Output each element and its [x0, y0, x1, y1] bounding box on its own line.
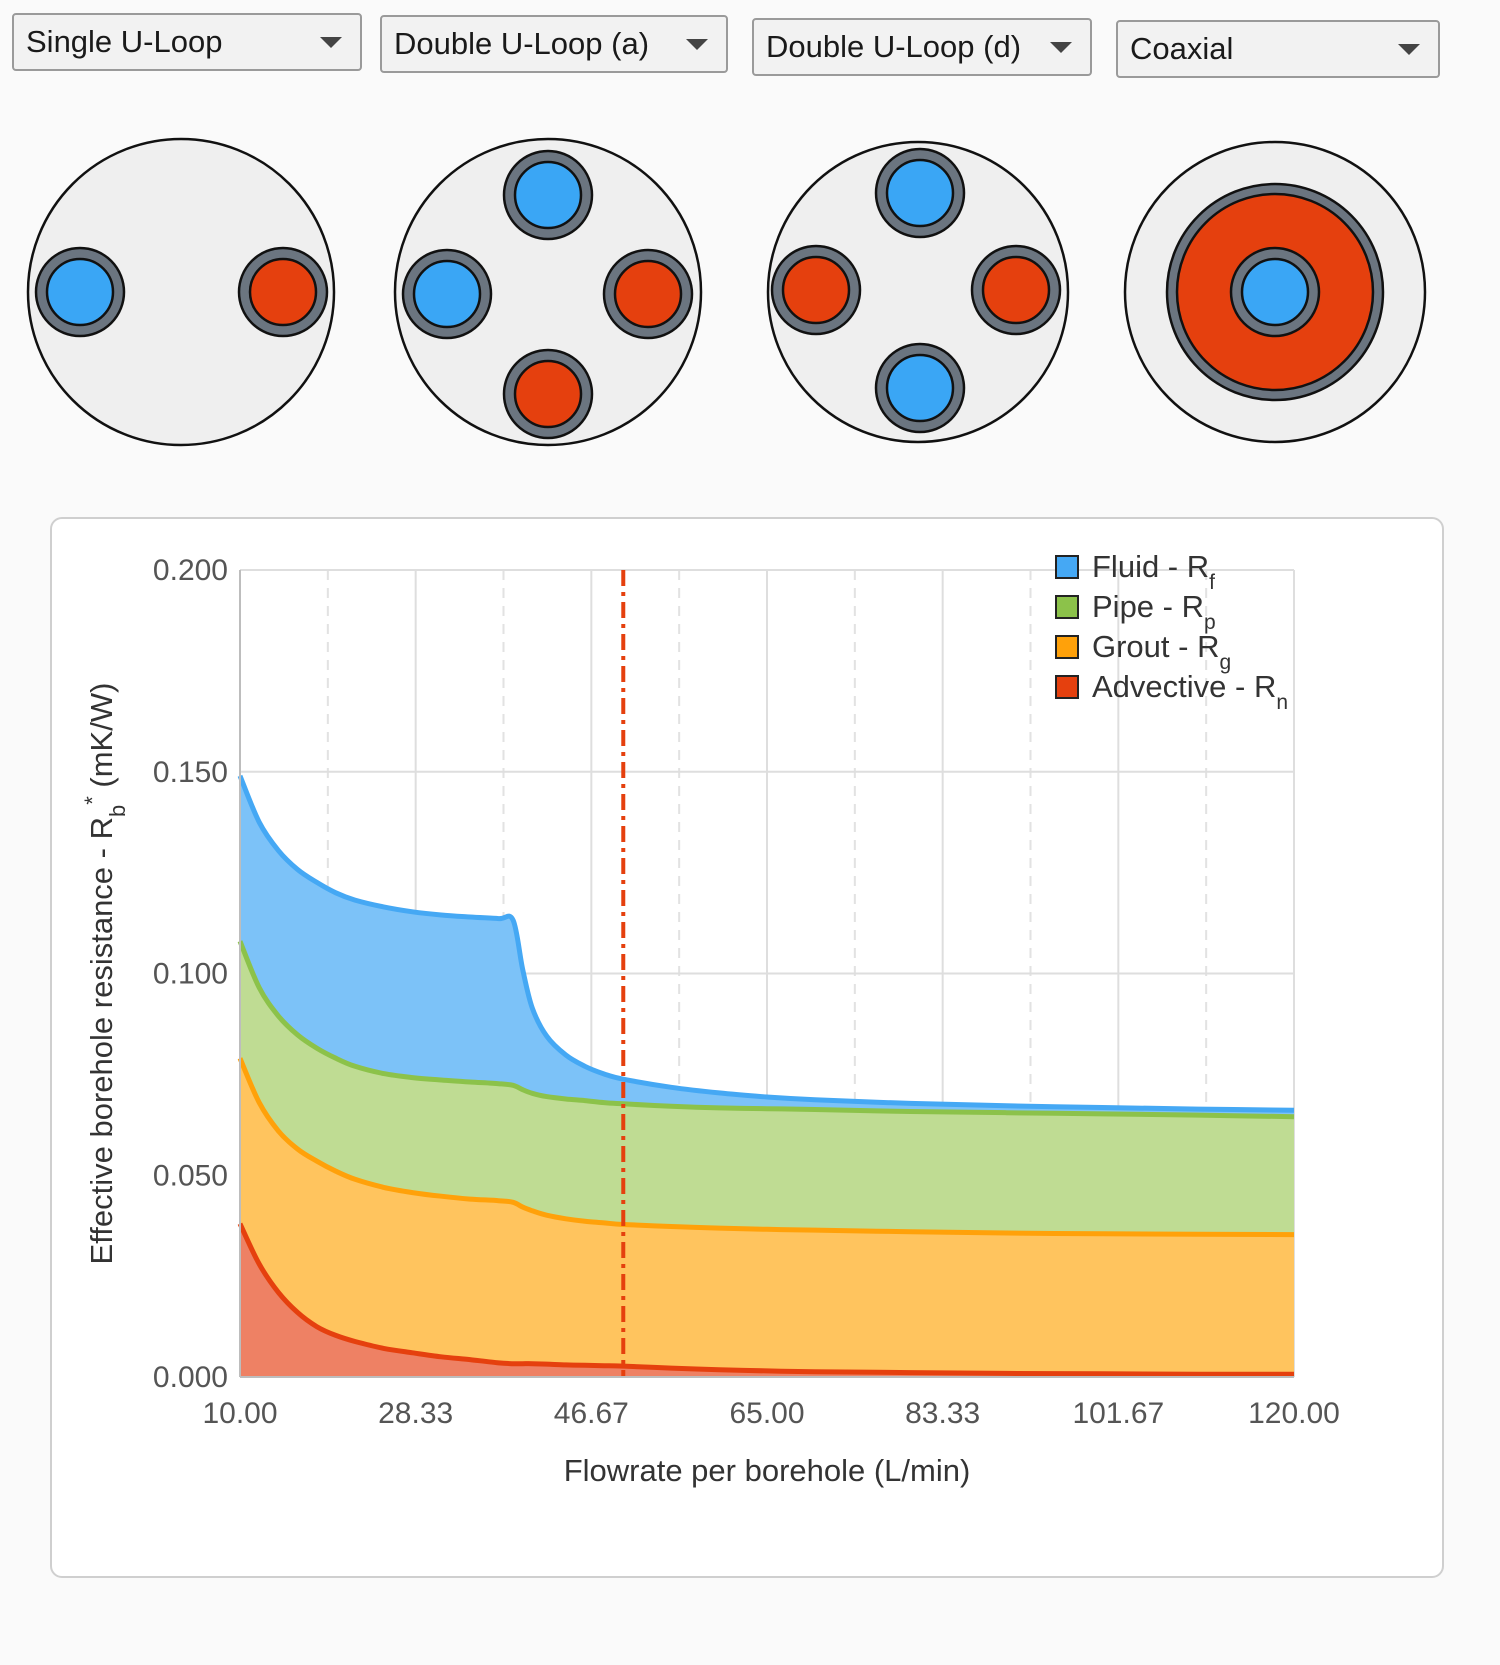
y-axis-title-part: (mK/W)	[84, 683, 119, 797]
x-tick-label: 101.67	[1072, 1397, 1164, 1430]
area-grout	[240, 1058, 1294, 1377]
cold-fluid	[513, 160, 583, 230]
x-axis-title: Flowrate per borehole (L/min)	[564, 1453, 971, 1488]
dropdown-2-value: Double U-Loop (a)	[394, 26, 650, 61]
y-tick-label: 0.050	[153, 1159, 228, 1192]
cold-fluid	[885, 353, 955, 423]
line-pipe	[237, 940, 1295, 1120]
y-tick-label: 0.200	[153, 554, 228, 587]
axes: 0.000 0.050 0.100 0.150 0.200 10.00 28.33 46.67…	[153, 554, 1340, 1430]
hot-fluid	[248, 257, 318, 327]
hot-fluid	[781, 255, 851, 325]
borehole-circle	[26, 137, 336, 447]
borehole-circle	[766, 140, 1070, 444]
series-lines	[237, 774, 1295, 1377]
line-grout	[237, 1057, 1295, 1238]
x-tick-label: 28.33	[378, 1397, 453, 1430]
legend-swatch-grout	[1055, 635, 1079, 659]
legend-subscript: g	[1219, 651, 1231, 674]
chevron-down-icon	[320, 37, 342, 48]
hot-fluid	[613, 259, 683, 329]
resistance-chart: 0.000 0.050 0.100 0.150 0.200 10.00 28.33 46.67…	[80, 549, 1340, 1488]
loop-type-dropdown-3[interactable]: Double U-Loop (d)	[752, 18, 1092, 76]
cold-fluid	[1240, 257, 1310, 327]
legend-label-fluid: Fluid - Rf	[1092, 549, 1215, 594]
dropdown-1-value: Single U-Loop	[26, 24, 223, 59]
loop-type-dropdown-2[interactable]: Double U-Loop (a)	[380, 15, 728, 73]
line-fluid	[237, 774, 1295, 1113]
chevron-down-icon	[686, 39, 708, 50]
legend-swatch-advective	[1055, 675, 1079, 699]
dropdown-4-value: Coaxial	[1130, 31, 1234, 66]
double-u-loop-a-diagram	[393, 137, 703, 447]
stacked-areas	[240, 775, 1294, 1377]
cold-fluid	[412, 259, 482, 329]
y-axis-title-part: b	[105, 805, 130, 817]
x-tick-label: 10.00	[202, 1397, 277, 1430]
legend-subscript: p	[1204, 611, 1216, 634]
hot-fluid	[981, 255, 1051, 325]
legend-label-advective: Advective - Rn	[1092, 669, 1288, 714]
legend-label-grout: Grout - Rg	[1092, 629, 1231, 674]
legend-label-pipe: Pipe - Rp	[1092, 589, 1216, 634]
double-u-loop-d-diagram	[766, 140, 1070, 444]
cold-fluid	[45, 257, 115, 327]
loop-type-dropdown-1[interactable]: Single U-Loop	[12, 13, 362, 71]
x-tick-label: 46.67	[554, 1397, 629, 1430]
area-advective	[240, 1223, 1294, 1377]
legend-swatch-pipe	[1055, 595, 1079, 619]
legend-subscript: f	[1209, 571, 1215, 594]
single-u-loop-diagram	[26, 137, 336, 447]
dropdown-3-value: Double U-Loop (d)	[766, 29, 1022, 64]
coaxial-diagram	[1123, 140, 1427, 444]
borehole-circle	[393, 137, 703, 447]
y-tick-label: 0.150	[153, 756, 228, 789]
legend-swatch-fluid	[1055, 555, 1079, 579]
cold-fluid	[885, 158, 955, 228]
y-tick-label: 0.100	[153, 958, 228, 991]
x-tick-label: 65.00	[729, 1397, 804, 1430]
y-axis-title-part: *	[80, 796, 105, 805]
hot-fluid	[513, 359, 583, 429]
loop-type-dropdown-4[interactable]: Coaxial	[1116, 20, 1440, 78]
y-axis-title: Effective borehole resistance - Rb* (mK/…	[80, 683, 130, 1265]
x-tick-label: 83.33	[905, 1397, 980, 1430]
line-advective	[237, 1222, 1294, 1377]
chevron-down-icon	[1050, 42, 1072, 53]
chevron-down-icon	[1398, 44, 1420, 55]
y-axis-title-part: Effective borehole resistance - R	[84, 817, 119, 1264]
y-tick-label: 0.000	[153, 1361, 228, 1394]
x-tick-label: 120.00	[1248, 1397, 1340, 1430]
legend-subscript: n	[1276, 691, 1288, 714]
resistance-chart-panel: 0.000 0.050 0.100 0.150 0.200 10.00 28.33 46.67…	[50, 517, 1444, 1578]
